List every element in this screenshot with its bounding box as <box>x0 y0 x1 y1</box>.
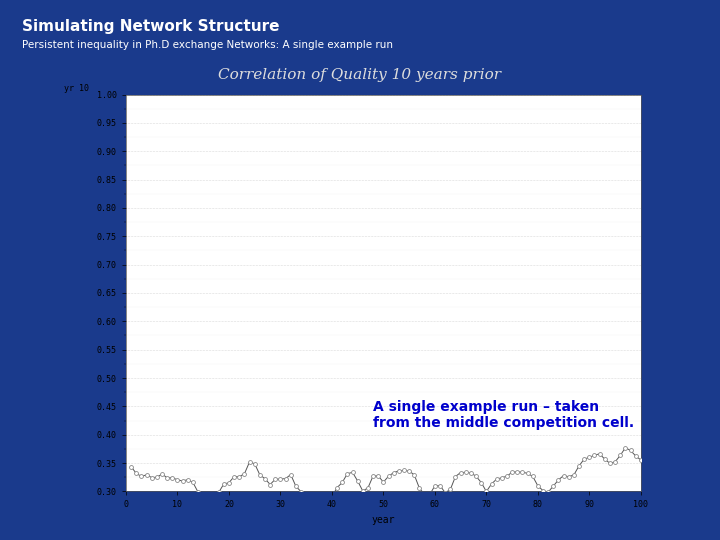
Text: Persistent inequality in Ph.D exchange Networks: A single example run: Persistent inequality in Ph.D exchange N… <box>22 40 392 51</box>
Text: Correlation of Quality 10 years prior: Correlation of Quality 10 years prior <box>218 68 502 82</box>
Text: A single example run – taken
from the middle competition cell.: A single example run – taken from the mi… <box>373 400 634 430</box>
Text: yr 10: yr 10 <box>64 84 89 92</box>
X-axis label: year: year <box>372 515 395 525</box>
Text: Simulating Network Structure: Simulating Network Structure <box>22 19 279 34</box>
